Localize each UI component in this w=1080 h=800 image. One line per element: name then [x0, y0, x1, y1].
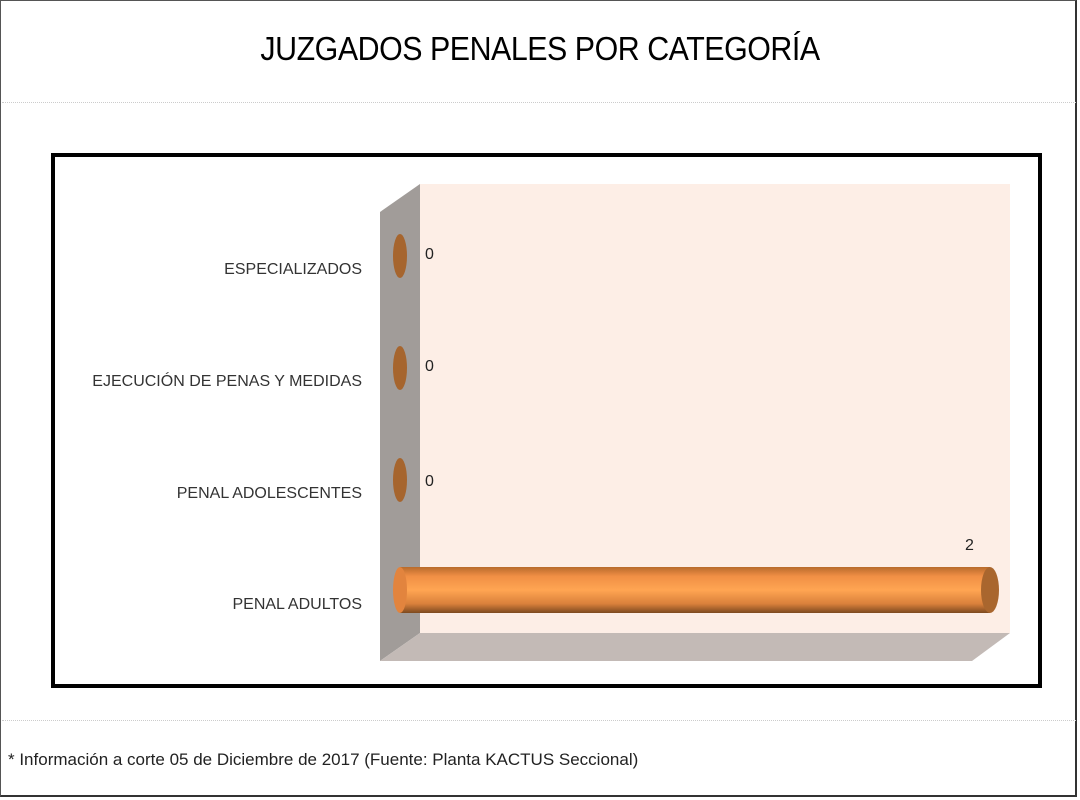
category-label: PENAL ADULTOS: [232, 596, 362, 613]
category-label: ESPECIALIZADOS: [224, 261, 362, 278]
data-label: 0: [425, 358, 434, 375]
floor: [380, 633, 1010, 661]
bar-especializados: [393, 234, 407, 278]
bar-ejecucion: [393, 346, 407, 390]
category-label: EJECUCIÓN DE PENAS Y MEDIDAS: [92, 373, 362, 390]
source-footnote: * Información a corte 05 de Diciembre de…: [8, 750, 639, 769]
data-label: 0: [425, 473, 434, 490]
side-wall: [380, 184, 420, 661]
chart-title: JUZGADOS PENALES POR CATEGORÍA: [260, 30, 820, 67]
bar-penal-adultos: [393, 567, 999, 613]
data-label: 0: [425, 246, 434, 263]
footer-divider: [2, 720, 1076, 721]
bar-adolescentes: [393, 458, 407, 502]
data-label: 2: [965, 537, 974, 554]
category-label: PENAL ADOLESCENTES: [176, 485, 362, 502]
back-wall: [420, 184, 1010, 633]
header-divider: [2, 102, 1076, 103]
